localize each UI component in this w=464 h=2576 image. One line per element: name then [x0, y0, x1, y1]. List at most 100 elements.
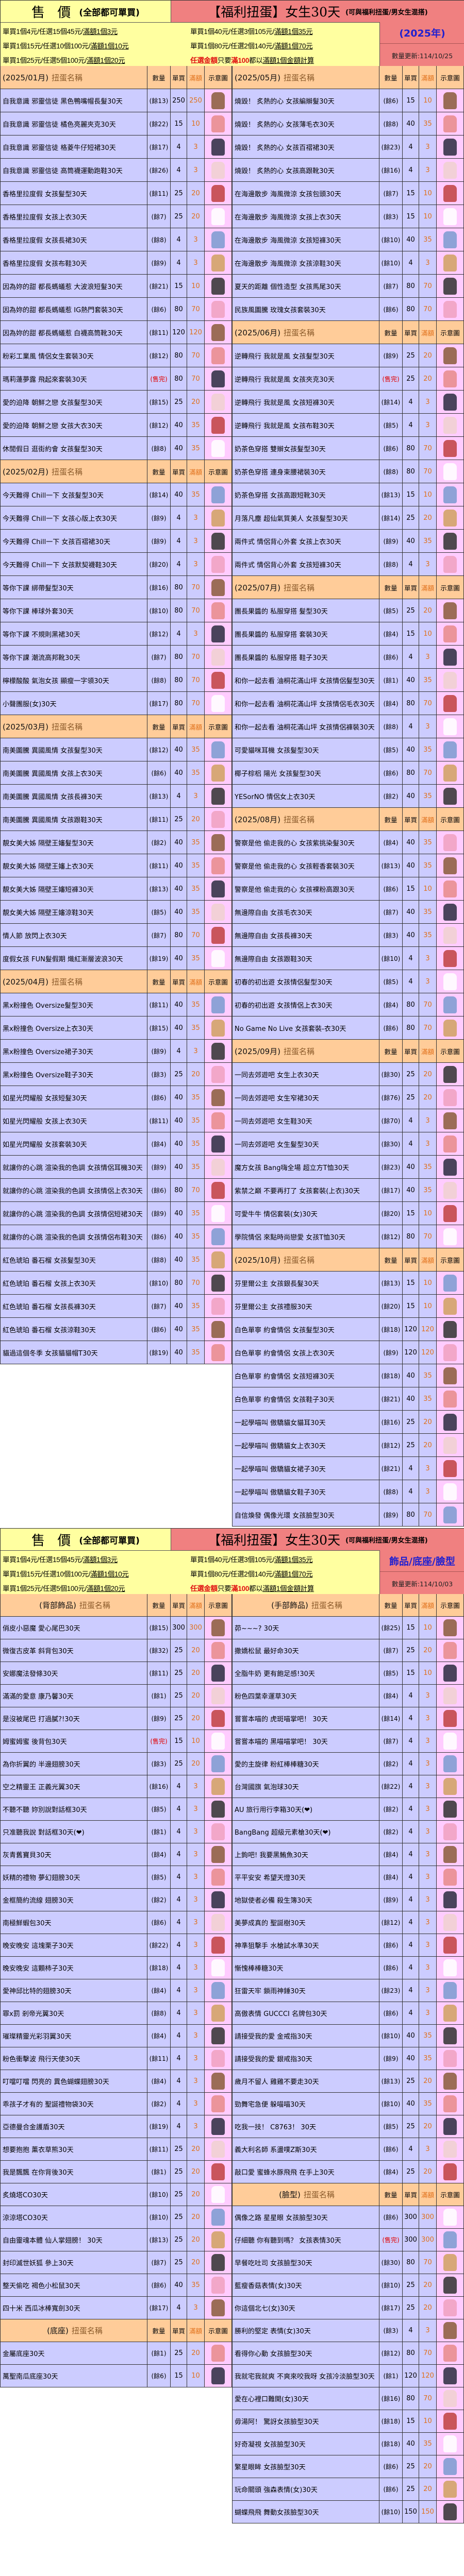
table-row[interactable]: 想要抱抱 薰衣草熊30天 (餘11) 25 20: [0, 2138, 232, 2161]
table-row[interactable]: 因為妳的甜 都長螞蟻惹 白襪高筒靴30天 (餘11) 120 120: [0, 321, 232, 344]
table-row[interactable]: 一同去郊遊吧 女生髮型30天 (餘30) 4 3: [232, 1132, 464, 1156]
table-row[interactable]: 美夢成真的 聖誕樹30天 (餘12) 4 3: [232, 1911, 464, 1934]
table-row[interactable]: 小聲團服(女)30天 (餘17) 80 70: [0, 692, 232, 715]
table-row[interactable]: AU 旅行用行李箱30天(❤) (餘2) 4 3: [232, 1798, 464, 1821]
table-row[interactable]: 愛的主旋律 粉紅棒棒糖30天 (餘2) 4 3: [232, 1753, 464, 1775]
table-row[interactable]: 一起學喵叫 傲驕貓女上衣30天 (餘12) 25 20: [232, 1434, 464, 1457]
table-row[interactable]: 因為妳的甜 都長螞蟻惹 大波浪短髮30天 (餘21) 15 10: [0, 275, 232, 298]
table-row[interactable]: 靚女美大姊 隔壁王嬸短褲30天 (餘13) 40 35: [0, 877, 232, 901]
table-row[interactable]: 團長果醬的 私服穿搭 鞋子30天 (餘6) 4 3: [232, 646, 464, 669]
table-row[interactable]: 無邊際自由 女孩毛衣30天 (餘7) 40 35: [232, 901, 464, 924]
table-row[interactable]: 偶像之路 星星眼 女孩臉型30天 (餘6) 300 300: [232, 2206, 464, 2229]
table-row[interactable]: 情人節 放閃上衣30天 (餘7) 80 70: [0, 924, 232, 947]
table-row[interactable]: 逆轉飛行 我就是風 女孩布鞋30天 (餘5) 4 3: [232, 414, 464, 437]
table-row[interactable]: 是沒被尾巴 打過膩?!30天 (餘9) 25 20: [0, 1707, 232, 1730]
table-row[interactable]: 貓過這個冬季 女孩貓貓帽T30天 (餘19) 40 35: [0, 1341, 232, 1364]
table-row[interactable]: 香格里拉度假 女孩長裙30天 (餘8) 4 3: [0, 228, 232, 251]
table-row[interactable]: 南美圖騰 異國風情 女孩上衣30天 (餘6) 40 35: [0, 761, 232, 785]
table-row[interactable]: 今天難得 Chill一下 女孩默契襪鞋30天 (餘20) 4 3: [0, 553, 232, 576]
table-row[interactable]: 你這個北七(女)30天 (餘17) 25 20: [232, 2297, 464, 2319]
table-row[interactable]: 璀璨精靈光彩羽翼30天 (餘4) 4 3: [0, 2025, 232, 2047]
table-row[interactable]: 燒毀！ 炙熱的心 女孩百褶裙30天 (餘23) 4 3: [232, 135, 464, 159]
table-row[interactable]: 灰青舊寶貝30天 (餘4) 4 3: [0, 1843, 232, 1866]
table-row[interactable]: 兩件式 情侶背心外套 女孩上衣30天 (餘9) 40 35: [232, 530, 464, 553]
table-row[interactable]: 在海邊散步 海風微涼 女孩包頭30天 (餘7) 15 10: [232, 182, 464, 205]
table-row[interactable]: 團長果醬的 私服穿搭 髮型30天 (餘5) 25 20: [232, 599, 464, 622]
table-row[interactable]: 民族風圖騰 玫瑰女孩套裝30天 (餘6) 80 70: [232, 298, 464, 321]
table-row[interactable]: 黑x粉撞色 Oversize裙子30天 (餘9) 4 3: [0, 1040, 232, 1063]
table-row[interactable]: 夏天的距離 個性造型 女孩馬尾30天 (餘7) 80 70: [232, 275, 464, 298]
table-row[interactable]: 南美圖騰 異國風情 女孩髮型30天 (餘12) 40 35: [0, 738, 232, 761]
table-row[interactable]: 吃我一技！ C8763！ 30天 (餘5) 25 20: [232, 2115, 464, 2138]
table-row[interactable]: 逆轉飛行 我就是風 女孩髮型30天 (餘9) 25 20: [232, 344, 464, 367]
table-row[interactable]: 微復古皮革 斜背包30天 (餘32) 25 20: [0, 1639, 232, 1662]
table-row[interactable]: 警察是他 偷走我的心 女孩紫挑染髮30天 (餘4) 40 35: [232, 831, 464, 854]
table-row[interactable]: 嘗嘗本喵的 黑喵喵掌吧！ 30天 (餘7) 4 3: [232, 1730, 464, 1753]
table-row[interactable]: BangBang 超級元素槍30天(❤) (餘2) 4 3: [232, 1821, 464, 1843]
table-row[interactable]: 南極鮮蝦包30天 (餘6) 4 3: [0, 1911, 232, 1934]
table-row[interactable]: 安娜魔法發條30天 (餘11) 25 20: [0, 1662, 232, 1685]
table-row[interactable]: 一同去郊遊吧 女生鞋30天 (餘70) 4 3: [232, 1109, 464, 1132]
table-row[interactable]: 今天難得 Chill一下 女孩髮型30天 (餘14) 40 35: [0, 483, 232, 506]
table-row[interactable]: 金屬底座30天 (餘1) 25 20: [0, 2342, 232, 2365]
table-row[interactable]: 罪x罰 剎帝光翼30天 (餘8) 4 3: [0, 2002, 232, 2025]
table-row[interactable]: 愛在心裡口難開(女)30天 (餘16) 80 70: [232, 2387, 464, 2410]
table-row[interactable]: 和你一起去看 油桐花滿山坪 女孩情侶髮型30天 (餘1) 40 35: [232, 669, 464, 692]
table-row[interactable]: 我是飄飄 在你背後30天 (餘1) 25 20: [0, 2161, 232, 2183]
table-row[interactable]: 晚安晚安 這顆柿子30天 (餘18) 4 3: [0, 1957, 232, 1979]
table-row[interactable]: 休閒假日 逛街約會 女孩髮型30天 (餘8) 40 35: [0, 437, 232, 460]
table-row[interactable]: 玩命關頭 強森表情(女)30天 (餘6) 25 20: [232, 2478, 464, 2501]
table-row[interactable]: 可愛牛牛 情侶套裝(女)30天 (餘20) 15 10: [232, 1202, 464, 1225]
table-row[interactable]: 白色單寧 約會情侶 女孩上衣30天 (餘9) 120 120: [232, 1341, 464, 1364]
table-row[interactable]: 我就宅我就爽 不爽來咬我呀 女孩冷淡臉型30天 (餘1) 120 120: [232, 2365, 464, 2387]
table-row[interactable]: 魔方女孩 Bang嗨全場 超立方T恤30天 (餘23) 40 35: [232, 1156, 464, 1179]
table-row[interactable]: 一同去郊遊吧 女生上衣30天 (餘30) 25 20: [232, 1063, 464, 1086]
table-row[interactable]: 學院情侶 來點時尚戀愛 女孩T恤30天 (餘12) 80 70: [232, 1225, 464, 1248]
table-row[interactable]: 地獄使者必備 殺生簿30天 (餘9) 4 3: [232, 1889, 464, 1911]
table-row[interactable]: 一起學喵叫 傲驕貓女裙子30天 (餘21) 4 3: [232, 1457, 464, 1480]
table-row[interactable]: 自信煥發 偶像光環 女孩臉型30天 (餘9) 80 70: [232, 1503, 464, 1527]
table-row[interactable]: 紅色琥珀 番石榴 女孩髮型30天 (餘8) 40 35: [0, 1248, 232, 1272]
table-row[interactable]: 奶茶色穿搭 女孩高跟短靴30天 (餘13) 15 10: [232, 483, 464, 506]
table-row[interactable]: 無邊際自由 女孩長褲30天 (餘3) 40 35: [232, 924, 464, 947]
table-row[interactable]: 自由靈魂本體 仙人掌翅膀！ 30天 (餘13) 25 20: [0, 2229, 232, 2251]
table-row[interactable]: 紅色琥珀 番石榴 女孩涼鞋30天 (餘6) 40 35: [0, 1318, 232, 1341]
table-row[interactable]: 白色單寧 約會情侶 女孩髮型30天 (餘18) 120 120: [232, 1318, 464, 1341]
table-row[interactable]: 南美圖騰 異國風情 女孩跟鞋30天 (餘11) 25 20: [0, 808, 232, 831]
table-row[interactable]: 靚女美大姊 隔壁王嬸髮型30天 (餘2) 40 35: [0, 831, 232, 854]
table-row[interactable]: 好奇凝視 女孩臉型30天 (餘18) 40 35: [232, 2433, 464, 2455]
table-row[interactable]: 嘗嘗本喵的 虎斑喵掌吧！ 30天 (餘14) 4 3: [232, 1707, 464, 1730]
table-row[interactable]: 早餐吃吐司 女孩臉型30天 (餘30) 80 70: [232, 2251, 464, 2274]
table-row[interactable]: 全脂牛奶 更有飽足感!30天 (餘5) 15 10: [232, 1662, 464, 1685]
table-row[interactable]: 歲月不留人 雞雞不要走30天 (餘13) 25 20: [232, 2070, 464, 2093]
table-row[interactable]: 撒嬌松鼠 最好命30天 (餘7) 25 20: [232, 1639, 464, 1662]
table-row[interactable]: 平平安安 希望天燈30天 (餘4) 4 3: [232, 1866, 464, 1889]
table-row[interactable]: 黑x粉撞色 Oversize髮型30天 (餘11) 40 35: [0, 993, 232, 1016]
table-row[interactable]: 今天難得 Chill一下 女孩心版上衣30天 (餘9) 4 3: [0, 506, 232, 530]
table-row[interactable]: 紫禁之巔 不要再打了 女孩套裝(上衣)30天 (餘17) 40 35: [232, 1179, 464, 1202]
table-row[interactable]: 叮噹叮噹 閃亮的 異色蝴蝶翅膀30天 (餘4) 4 3: [0, 2070, 232, 2093]
table-row[interactable]: 燒毀！ 炙熱的心 女孩薄毛衣30天 (餘8) 40 35: [232, 112, 464, 135]
table-row[interactable]: 奶茶色穿搭 連身束腰裙裝30天 (餘8) 80 70: [232, 460, 464, 483]
table-row[interactable]: 等你下課 潮流高邦靴30天 (餘7) 80 70: [0, 646, 232, 669]
table-row[interactable]: 蝴蝶飛飛 舞動女孩臉型30天 (餘10) 150 150: [232, 2501, 464, 2523]
table-row[interactable]: 毋湯阿！ 驚訝女孩臉型30天 (餘18) 15 10: [232, 2410, 464, 2433]
table-row[interactable]: 芬里爾公主 女孩銀長髮30天 (餘13) 15 10: [232, 1272, 464, 1295]
table-row[interactable]: 兩件式 情侶背心外套 女孩短褲30天 (餘8) 4 3: [232, 553, 464, 576]
table-row[interactable]: 空之精靈王 正義光翼30天 (餘16) 4 3: [0, 1775, 232, 1798]
table-row[interactable]: 就讓你的心跳 渲染我的色調 女孩情侶短裙30天 (餘9) 40 35: [0, 1202, 232, 1225]
table-row[interactable]: 等你下課 不規則黑裙30天 (餘12) 4 3: [0, 622, 232, 646]
table-row[interactable]: 整天偷吃 褐色小松鼠30天 (餘6) 40 35: [0, 2274, 232, 2297]
table-row[interactable]: 自我意識 邪靈信徒 高筒襪運動跑鞋30天 (餘26) 4 3: [0, 159, 232, 182]
table-row[interactable]: 靚女美大姊 隔壁王嬸涼鞋30天 (餘5) 40 35: [0, 901, 232, 924]
table-row[interactable]: 黑x粉撞色 Oversize鞋子30天 (餘3) 25 20: [0, 1063, 232, 1086]
table-row[interactable]: 在海邊散步 海風微涼 女孩上衣30天 (餘3) 15 10: [232, 205, 464, 228]
table-row[interactable]: 燒毀！ 炙熱的心 女孩編辮髮30天 (餘6) 15 10: [232, 89, 464, 112]
table-row[interactable]: 敲口愛 蜜蜂水豚飛飛 在手上30天 (餘4) 25 20: [232, 2161, 464, 2183]
table-row[interactable]: 晚安晚安 這塊栗子30天 (餘22) 4 3: [0, 1934, 232, 1957]
table-row[interactable]: 白色單寧 約會情侶 女孩短褲30天 (餘18) 40 35: [232, 1364, 464, 1387]
table-row[interactable]: 姆蜜姆蜜 後背包30天 (售完) 15 10: [0, 1730, 232, 1753]
table-row[interactable]: 一起學喵叫 傲驕貓女鞋子30天 (餘8) 4 3: [232, 1480, 464, 1503]
table-row[interactable]: 等你下課 綁帶髮型30天 (餘16) 80 70: [0, 576, 232, 599]
table-row[interactable]: 就讓你的心跳 渲染我的色調 女孩情侶布鞋30天 (餘6) 40 35: [0, 1225, 232, 1248]
